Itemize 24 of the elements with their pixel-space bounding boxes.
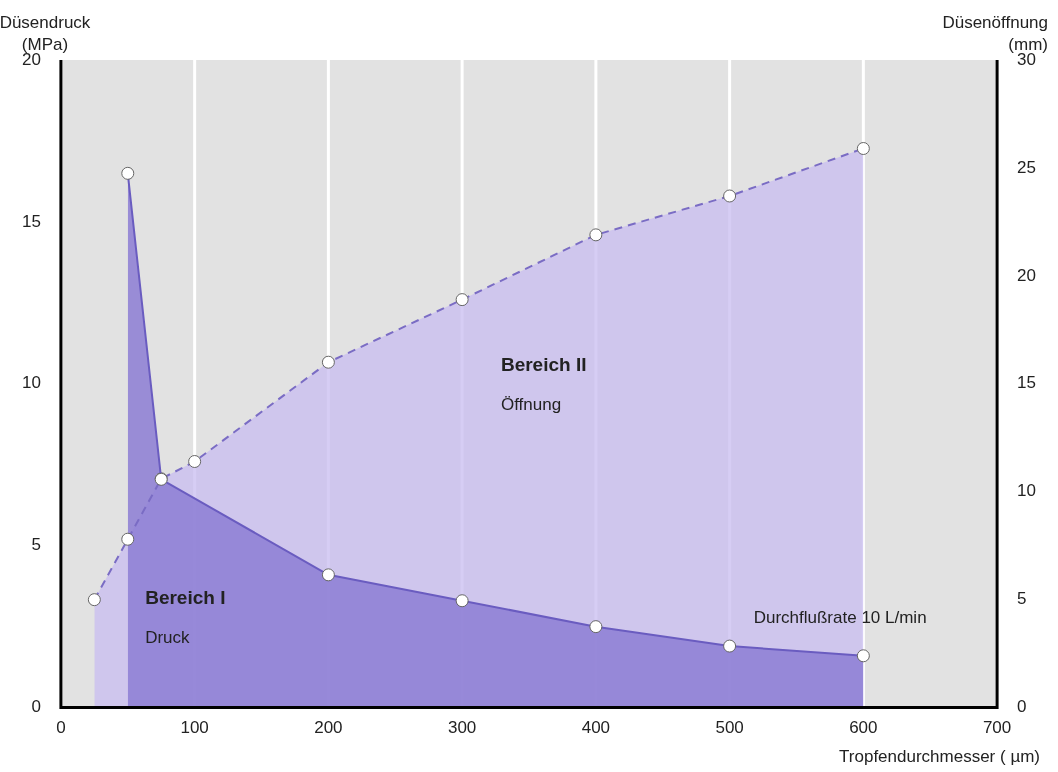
annotation: Öffnung bbox=[500, 394, 562, 414]
x-tick-label: 500 bbox=[715, 718, 744, 738]
y2-tick-label: 0 bbox=[1017, 697, 1027, 717]
y2-tick-label: 5 bbox=[1017, 589, 1027, 609]
x-tick-label: 200 bbox=[314, 718, 343, 738]
x-tick-label: 100 bbox=[180, 718, 209, 738]
x-tick-label: 0 bbox=[56, 718, 66, 738]
y-tick-label: 10 bbox=[21, 373, 41, 393]
x-axis-title: Tropfendurchmesser ( µm) bbox=[839, 747, 1040, 766]
y2-tick-label: 25 bbox=[1017, 157, 1037, 177]
y2-tick-label: 20 bbox=[1017, 265, 1037, 285]
annotation: Bereich I bbox=[145, 586, 226, 608]
annotation: Durchflußrate 10 L/min bbox=[753, 608, 927, 628]
y-tick-label: 15 bbox=[21, 211, 41, 231]
x-tick-label: 300 bbox=[447, 718, 477, 738]
annotation: Druck bbox=[145, 627, 191, 647]
x-tick-label: 400 bbox=[581, 718, 611, 738]
y2-tick-label: 10 bbox=[1017, 481, 1037, 501]
y-tick-label: 5 bbox=[31, 535, 41, 555]
annotation: Bereich II bbox=[500, 353, 587, 375]
y2-tick-label: 15 bbox=[1017, 373, 1037, 393]
x-tick-label: 700 bbox=[982, 718, 1012, 738]
x-tick-label: 600 bbox=[849, 718, 878, 738]
y-tick-label: 0 bbox=[31, 697, 41, 717]
